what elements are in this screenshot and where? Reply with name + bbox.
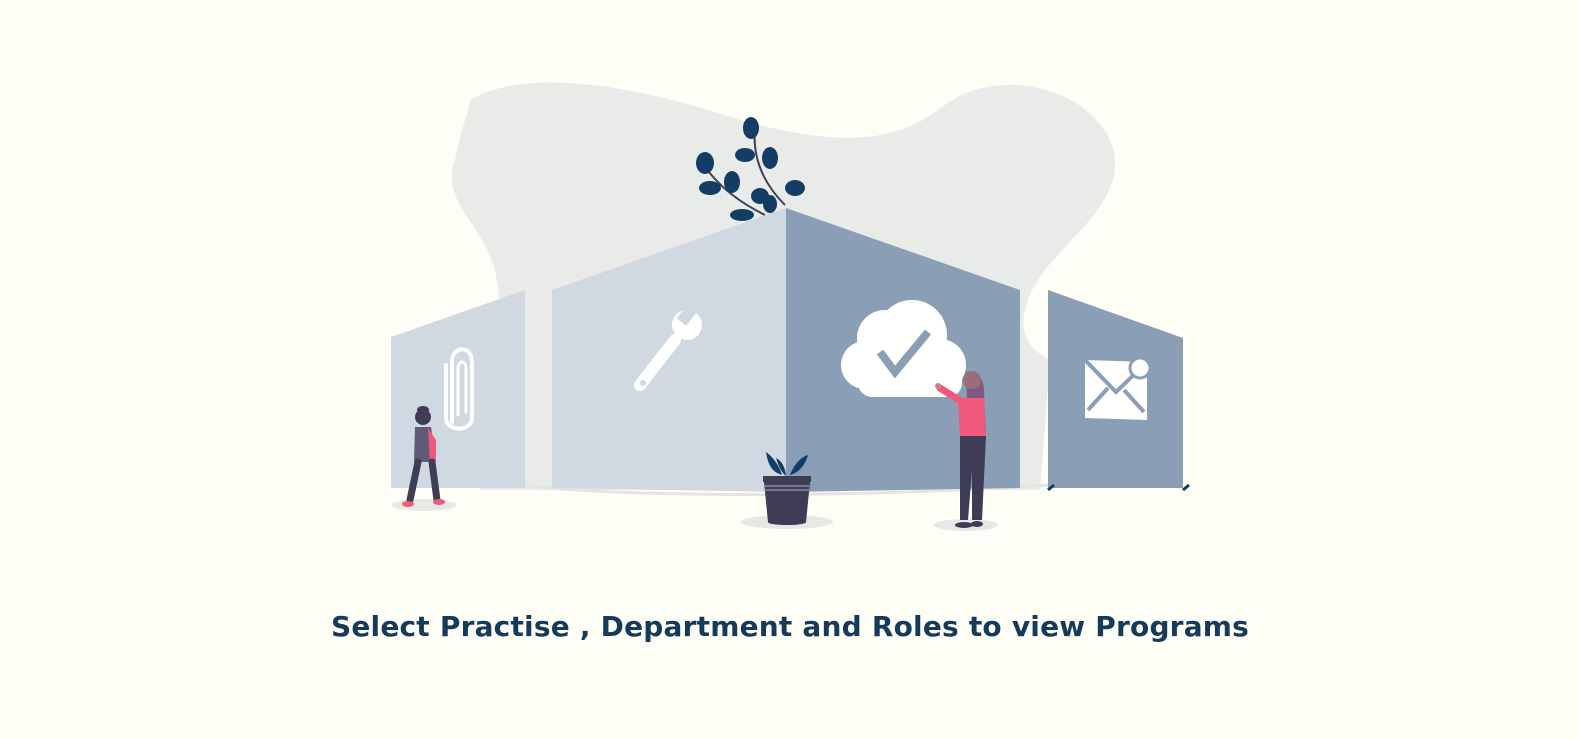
wrench-icon	[634, 304, 702, 391]
empty-state-message: Select Practise , Department and Roles t…	[330, 610, 1250, 643]
envelope-icon	[1083, 356, 1152, 420]
standing-person-figure	[934, 371, 998, 531]
potted-plant-icon	[741, 452, 833, 529]
walking-person-figure	[392, 406, 456, 511]
paperclip-icon	[444, 347, 474, 431]
empty-state-illustration	[391, 82, 1190, 531]
plant-icon	[696, 117, 805, 221]
